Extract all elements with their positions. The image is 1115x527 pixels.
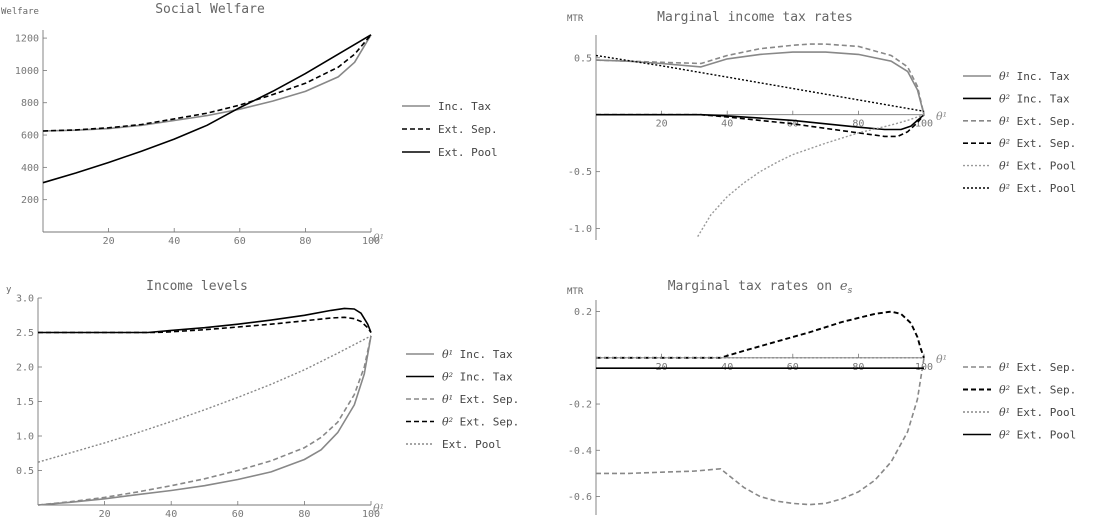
x-tick-label: 80 bbox=[299, 236, 311, 247]
y-tick-label: 200 bbox=[21, 195, 39, 206]
y-tick-label: 2.5 bbox=[16, 328, 34, 339]
legend-entry-ext-sep: θ² Ext. Sep. bbox=[999, 137, 1076, 150]
x-tick-label: 20 bbox=[656, 119, 668, 130]
y-tick-label: -0.5 bbox=[568, 167, 592, 178]
y-tick-label: 1.5 bbox=[16, 397, 34, 408]
y-axis-label: MTR bbox=[567, 287, 584, 297]
series-inc-tax bbox=[38, 307, 372, 334]
chart-title: Income levels bbox=[146, 279, 248, 294]
y-tick-label: 2.0 bbox=[16, 363, 34, 374]
y-tick-label: -0.6 bbox=[568, 492, 592, 503]
series-inc-tax bbox=[42, 34, 372, 132]
x-tick-label: 60 bbox=[787, 362, 799, 373]
x-axis-label: θ¹ bbox=[373, 502, 384, 515]
y-tick-label: 800 bbox=[21, 98, 39, 109]
series-ext-sep bbox=[595, 43, 925, 115]
y-tick-label: 1.0 bbox=[16, 432, 34, 443]
x-tick-label: 40 bbox=[165, 509, 177, 520]
legend-entry-inc-tax: θ¹ Inc. Tax bbox=[999, 70, 1070, 83]
x-tick-label: 100 bbox=[915, 362, 933, 373]
marginal-income-tax-panel: 20 40 60 80 100 -1.0 -0.5 0.5 Marginal income ta… bbox=[567, 10, 1076, 240]
y-tick-label: 1200 bbox=[15, 34, 39, 45]
series-ext-pool bbox=[42, 34, 372, 184]
x-tick-label: 60 bbox=[787, 119, 799, 130]
y-tick-label: 0.5 bbox=[574, 53, 592, 64]
x-tick-label: 100 bbox=[362, 236, 380, 247]
y-tick-label: 0.2 bbox=[574, 307, 592, 318]
x-tick-label: 60 bbox=[234, 236, 246, 247]
y-tick-label: -0.4 bbox=[568, 446, 592, 457]
series-ext-pool bbox=[697, 114, 925, 237]
y-tick-label: -0.2 bbox=[568, 400, 592, 411]
legend-entry-ext-sep: Ext. Sep. bbox=[438, 123, 498, 136]
x-tick-label: 60 bbox=[232, 509, 244, 520]
x-tick-label: 40 bbox=[721, 119, 733, 130]
x-tick-label: 40 bbox=[721, 362, 733, 373]
legend-entry-inc-tax: θ¹ Inc. Tax bbox=[442, 348, 513, 361]
series-ext-sep bbox=[596, 310, 925, 359]
series-ext-pool bbox=[37, 335, 372, 463]
x-tick-label: 40 bbox=[168, 236, 180, 247]
series-ext-sep bbox=[38, 316, 372, 334]
legend-entry-ext-pool: Ext. Pool bbox=[438, 146, 498, 159]
y-tick-label: 3.0 bbox=[16, 294, 34, 305]
legend-entry-ext-sep: θ¹ Ext. Sep. bbox=[442, 393, 519, 406]
x-axis-label: θ¹ bbox=[936, 110, 947, 123]
legend-entry-ext-pool: θ¹ Ext. Pool bbox=[999, 160, 1076, 173]
y-axis-label: MTR bbox=[567, 14, 584, 24]
x-tick-label: 20 bbox=[99, 509, 111, 520]
y-tick-label: 0.5 bbox=[16, 466, 34, 477]
series-ext-pool bbox=[595, 54, 925, 112]
legend-entry-inc-tax: Inc. Tax bbox=[438, 100, 491, 113]
x-tick-label: 100 bbox=[362, 509, 380, 520]
legend-entry-ext-pool: θ² Ext. Pool bbox=[999, 429, 1076, 442]
y-axis-label: y bbox=[6, 285, 12, 295]
legend-entry-ext-sep: θ² Ext. Sep. bbox=[999, 384, 1076, 397]
legend-entry-ext-sep: θ¹ Ext. Sep. bbox=[999, 361, 1076, 374]
chart-title: Marginal tax rates on es bbox=[668, 279, 853, 296]
series-inc-tax bbox=[595, 51, 925, 115]
x-axis-label: θ¹ bbox=[936, 353, 947, 366]
chart-title: Social Welfare bbox=[155, 2, 265, 17]
series-inc-tax bbox=[37, 335, 372, 506]
x-tick-label: 20 bbox=[103, 236, 115, 247]
series-ext-sep bbox=[596, 357, 925, 506]
y-tick-label: 1000 bbox=[15, 66, 39, 77]
x-tick-label: 100 bbox=[915, 119, 933, 130]
x-tick-label: 80 bbox=[298, 509, 310, 520]
x-axis-label: θ¹ bbox=[373, 232, 384, 245]
y-tick-label: 400 bbox=[21, 163, 39, 174]
income-levels-panel: 20 40 60 80 100 0.5 1.0 1.5 2.0 2.5 3.0 Income leve… bbox=[6, 279, 519, 520]
social-welfare-panel: 20 40 60 80 100 200 400 600 800 1000 1200 Social We… bbox=[1, 2, 498, 247]
legend-entry-inc-tax: θ² Inc. Tax bbox=[442, 371, 513, 384]
marginal-tax-es-panel: 20 40 60 80 100 -0.6 -0.4 -0.2 0.2 Marginal tax r… bbox=[567, 279, 1076, 515]
chart-title: Marginal income tax rates bbox=[657, 10, 853, 25]
series-ext-sep bbox=[37, 335, 372, 506]
x-tick-label: 80 bbox=[852, 362, 864, 373]
legend-entry-ext-pool: θ¹ Ext. Pool bbox=[999, 406, 1076, 419]
legend-entry-ext-sep: θ¹ Ext. Sep. bbox=[999, 115, 1076, 128]
y-tick-label: 600 bbox=[21, 131, 39, 142]
x-tick-label: 80 bbox=[852, 119, 864, 130]
y-tick-label: -1.0 bbox=[568, 224, 592, 235]
series-ext-sep bbox=[42, 34, 372, 132]
legend-entry-ext-pool: θ² Ext. Pool bbox=[999, 182, 1076, 195]
series-inc-tax bbox=[596, 113, 925, 131]
series-ext-sep bbox=[596, 113, 925, 138]
legend-entry-ext-pool: Ext. Pool bbox=[442, 438, 502, 451]
legend-entry-ext-sep: θ² Ext. Sep. bbox=[442, 416, 519, 429]
legend-entry-inc-tax: θ² Inc. Tax bbox=[999, 92, 1070, 105]
y-axis-label: Welfare bbox=[1, 7, 39, 17]
x-tick-label: 20 bbox=[656, 362, 668, 373]
